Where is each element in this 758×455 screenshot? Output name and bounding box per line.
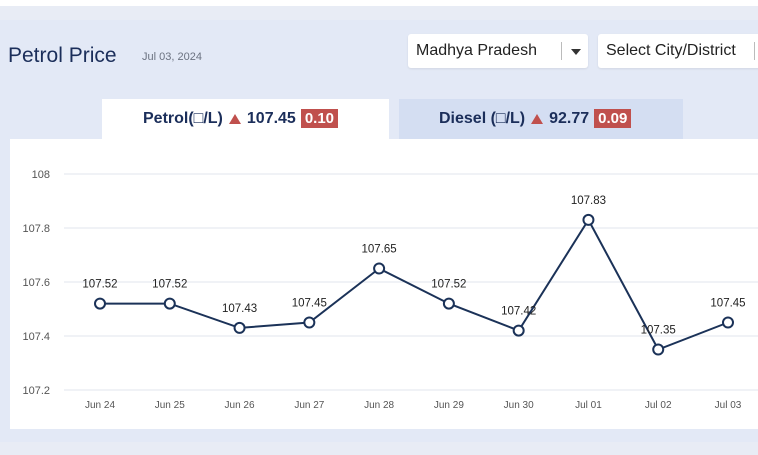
data-point xyxy=(163,297,176,310)
data-point xyxy=(512,324,525,337)
x-tick-label: Jun 30 xyxy=(504,400,534,411)
select-separator xyxy=(561,42,562,60)
top-gap xyxy=(0,6,758,20)
x-tick-label: Jul 03 xyxy=(715,400,742,411)
tab-petrol-label: Petrol(□/L) xyxy=(143,109,223,127)
data-label: 107.45 xyxy=(710,298,745,310)
y-tick-label: 108 xyxy=(32,169,50,181)
y-tick-label: 107.4 xyxy=(22,331,50,343)
data-label: 107.52 xyxy=(152,279,187,291)
price-up-icon xyxy=(228,113,241,124)
tab-diesel-change-badge: 0.09 xyxy=(594,109,632,128)
x-tick-label: Jun 27 xyxy=(294,400,324,411)
data-point xyxy=(652,343,665,356)
data-point xyxy=(303,316,316,329)
tab-petrol-price: 107.45 xyxy=(246,109,296,127)
top-band xyxy=(0,0,758,6)
x-tick-label: Jun 24 xyxy=(85,400,115,411)
y-tick-label: 107.8 xyxy=(22,223,50,235)
page-title: Petrol Price xyxy=(8,44,117,67)
data-point xyxy=(373,262,386,275)
data-point xyxy=(722,316,734,329)
chevron-down-icon[interactable] xyxy=(571,49,581,55)
state-select-value: Madhya Pradesh xyxy=(416,42,537,59)
data-label: 107.35 xyxy=(641,325,676,337)
data-point xyxy=(582,213,595,226)
x-tick-label: Jun 25 xyxy=(155,400,185,411)
tab-petrol[interactable]: Petrol(□/L) 107.45 0.10 xyxy=(102,99,389,139)
state-select[interactable]: Madhya Pradesh xyxy=(408,34,588,68)
tab-diesel-price: 92.77 xyxy=(549,109,590,127)
data-point xyxy=(233,321,246,334)
x-tick-label: Jun 28 xyxy=(364,400,394,411)
price-line-chart: 108 107.8 107.6 107.4 107.2 Jun 24 Jun 25 Jun 2… xyxy=(22,169,758,411)
x-tick-label: Jul 01 xyxy=(575,400,602,411)
city-select[interactable]: Select City/District xyxy=(598,34,758,68)
x-tick-label: Jun 26 xyxy=(225,400,255,411)
tab-diesel[interactable]: Diesel (□/L) 92.77 0.09 xyxy=(399,99,683,139)
data-label: 107.83 xyxy=(571,195,606,207)
data-label: 107.52 xyxy=(82,279,117,291)
y-tick-label: 107.6 xyxy=(22,277,50,289)
x-tick-label: Jun 29 xyxy=(434,400,464,411)
chart-area: 108 107.8 107.6 107.4 107.2 Jun 24 Jun 25 Jun 2… xyxy=(10,139,758,429)
data-label: 107.42 xyxy=(501,306,536,318)
select-separator xyxy=(754,42,755,60)
tab-diesel-label: Diesel (□/L) xyxy=(439,109,526,127)
series-line xyxy=(100,217,729,351)
data-label: 107.43 xyxy=(222,303,257,315)
city-select-placeholder: Select City/District xyxy=(606,42,736,59)
data-point xyxy=(94,297,106,310)
data-label: 107.45 xyxy=(292,298,327,310)
data-label: 107.52 xyxy=(431,279,466,291)
data-label: 107.65 xyxy=(362,244,397,256)
x-tick-label: Jul 02 xyxy=(645,400,672,411)
price-up-icon xyxy=(531,113,544,124)
price-date: Jul 03, 2024 xyxy=(142,51,202,63)
tab-petrol-change-badge: 0.10 xyxy=(300,109,339,128)
data-point xyxy=(442,297,455,310)
y-tick-label: 107.2 xyxy=(22,385,50,397)
